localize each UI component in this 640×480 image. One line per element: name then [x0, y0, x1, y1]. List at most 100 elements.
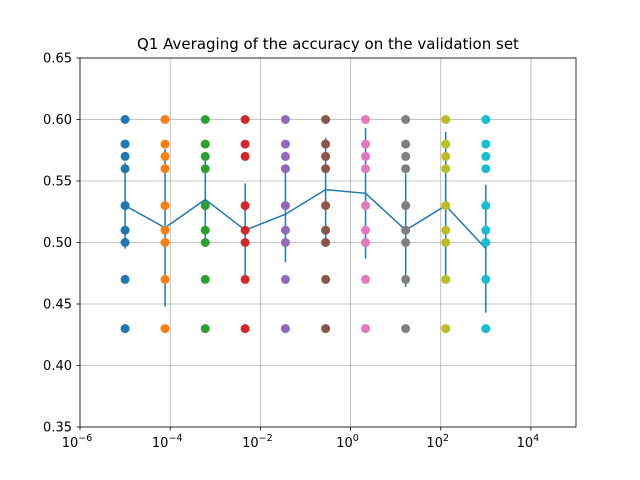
- scatter-point: [120, 115, 130, 124]
- scatter-point: [361, 238, 371, 247]
- scatter-point: [120, 274, 130, 284]
- mean-accuracy-line: [124, 188, 487, 250]
- x-tick-label: 100: [336, 433, 359, 451]
- x-tick-label-exponent: −4: [168, 433, 182, 444]
- scatter-point: [120, 201, 130, 211]
- scatter-point: [321, 274, 331, 284]
- scatter-point: [240, 151, 250, 161]
- scatter-point: [441, 115, 451, 124]
- scatter-point: [160, 274, 170, 284]
- scatter-point: [280, 324, 290, 334]
- x-tick-label: 102: [426, 433, 449, 451]
- x-tick-label-exponent: 2: [443, 433, 449, 444]
- scatter-point: [160, 225, 170, 235]
- scatter-point: [481, 151, 491, 161]
- y-tick-label: 0.55: [43, 175, 72, 190]
- x-tick-label-exponent: 0: [353, 433, 359, 444]
- scatter-point: [441, 225, 451, 235]
- scatter-point: [401, 151, 411, 161]
- y-tick-label: 0.45: [43, 298, 72, 313]
- scatter-point: [240, 274, 250, 284]
- chart-title: Q1 Averaging of the accuracy on the vali…: [137, 35, 519, 53]
- scatter-point: [240, 201, 250, 211]
- scatter-point: [240, 238, 250, 247]
- scatter-point: [120, 151, 130, 161]
- scatter-point: [441, 151, 451, 161]
- scatter-point: [200, 201, 210, 211]
- x-tick-label-exponent: 4: [533, 433, 539, 444]
- x-tick-label-exponent: −2: [259, 433, 273, 444]
- scatter-point: [160, 151, 170, 161]
- scatter-point: [361, 324, 371, 334]
- scatter-point: [321, 238, 331, 247]
- scatter-point: [321, 324, 331, 334]
- scatter-point: [441, 274, 451, 284]
- scatter-point: [160, 238, 170, 247]
- x-tick-label: 104: [517, 433, 540, 451]
- scatter-point: [240, 225, 250, 235]
- scatter-point: [160, 139, 170, 149]
- scatter-point: [120, 324, 130, 334]
- scatter-point: [321, 115, 331, 124]
- scatter-point: [321, 225, 331, 235]
- scatter-point: [481, 139, 491, 149]
- y-tick-label: 0.60: [43, 113, 72, 128]
- scatter-point: [321, 201, 331, 211]
- tick-layer: 10−6 10−4 10−2 100 102 1040.350.400.450.500.5…: [43, 52, 539, 452]
- scatter-point: [240, 324, 250, 334]
- scatter-point: [361, 201, 371, 211]
- scatter-point: [280, 164, 290, 174]
- scatter-point: [361, 274, 371, 284]
- scatter-point: [481, 274, 491, 284]
- scatter-point: [481, 238, 491, 247]
- x-tick-label-exponent: −6: [78, 433, 92, 444]
- scatter-point: [200, 139, 210, 149]
- x-tick-label-base: 10: [426, 436, 443, 451]
- scatter-point: [401, 201, 411, 211]
- scatter-point: [200, 238, 210, 247]
- scatter-point: [401, 139, 411, 149]
- y-tick-label: 0.65: [43, 52, 72, 67]
- scatter-point: [280, 115, 290, 124]
- scatter-point: [200, 225, 210, 235]
- scatter-point: [481, 115, 491, 124]
- scatter-point: [401, 164, 411, 174]
- scatter-point: [120, 139, 130, 149]
- scatter-point: [240, 115, 250, 124]
- scatter-point: [200, 115, 210, 124]
- scatter-point: [401, 238, 411, 247]
- scatter-point: [240, 139, 250, 149]
- scatter-point: [361, 151, 371, 161]
- scatter-point: [481, 201, 491, 211]
- scatter-points-layer: [120, 115, 491, 334]
- scatter-point: [160, 164, 170, 174]
- scatter-point: [481, 164, 491, 174]
- scatter-point: [280, 225, 290, 235]
- x-tick-label-base: 10: [517, 436, 534, 451]
- y-tick-label: 0.40: [43, 359, 72, 374]
- scatter-point: [441, 139, 451, 149]
- scatter-point: [441, 238, 451, 247]
- scatter-point: [120, 238, 130, 247]
- scatter-point: [361, 225, 371, 235]
- scatter-point: [160, 115, 170, 124]
- x-tick-label: 10−4: [152, 433, 183, 451]
- scatter-point: [200, 324, 210, 334]
- scatter-point: [200, 164, 210, 174]
- scatter-point: [321, 164, 331, 174]
- scatter-point: [401, 115, 411, 124]
- scatter-point: [280, 139, 290, 149]
- scatter-point: [361, 115, 371, 124]
- scatter-point: [401, 225, 411, 235]
- scatter-point: [361, 164, 371, 174]
- scatter-point: [280, 201, 290, 211]
- scatter-point: [441, 201, 451, 211]
- scatter-point: [441, 164, 451, 174]
- scatter-point: [120, 225, 130, 235]
- scatter-point: [200, 274, 210, 284]
- scatter-point: [280, 151, 290, 161]
- scatter-point: [160, 201, 170, 211]
- scatter-point: [321, 139, 331, 149]
